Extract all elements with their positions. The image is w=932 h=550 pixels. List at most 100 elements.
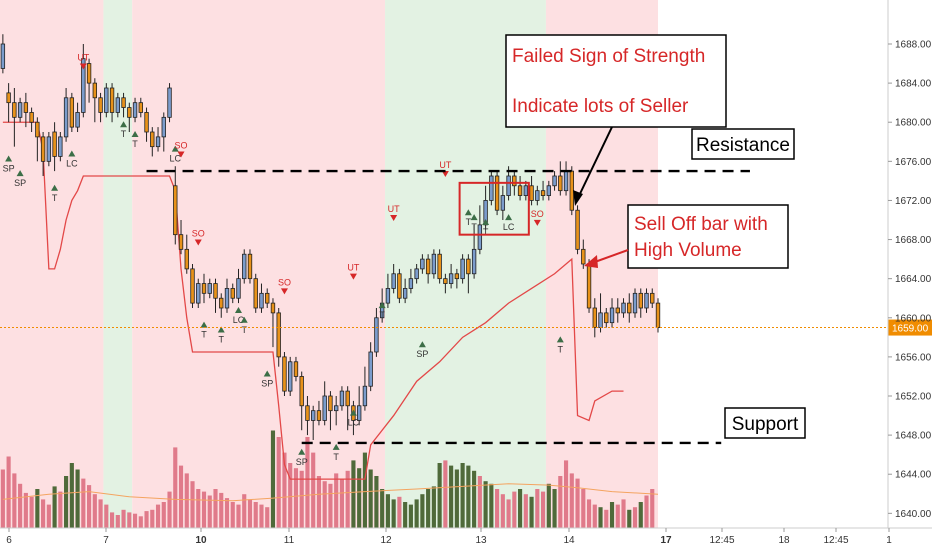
candle [316, 400, 322, 426]
candle-body [35, 121, 40, 138]
volume-bar [167, 491, 172, 528]
candle [535, 185, 540, 206]
signal-so: SO [278, 277, 291, 295]
candle [414, 264, 419, 284]
volume-bar [466, 465, 471, 528]
candle-body [586, 263, 592, 309]
price-tick-label: 1664.00 [895, 274, 932, 285]
candle-body [299, 376, 304, 407]
signal-triangle-up [200, 321, 208, 328]
volume-bar [644, 495, 649, 528]
candle [155, 127, 161, 152]
volume-bar [362, 452, 367, 528]
volume-bar [650, 489, 655, 528]
volume-bar [213, 489, 218, 528]
candle-body [52, 131, 57, 157]
signal-t: T [131, 131, 139, 149]
failed-sign-highlight-box [458, 181, 530, 236]
candle [477, 205, 483, 255]
volume-bar [368, 469, 373, 528]
volume-bar [397, 496, 402, 528]
candle-body [98, 97, 103, 113]
volume-bar [190, 481, 195, 528]
volume-bar [357, 468, 362, 528]
candle-body [161, 116, 166, 138]
volume-bar [581, 489, 586, 528]
failed-sign-line1: Failed Sign of Strength [512, 46, 705, 67]
candle-body [253, 278, 258, 309]
candle [345, 386, 350, 431]
volume-bar [339, 478, 344, 528]
candle [494, 171, 500, 216]
time-tick-label: 11 [284, 535, 295, 546]
signal-label: LC [66, 159, 78, 169]
candle-body [408, 278, 414, 289]
volume-bar [201, 491, 207, 528]
sell-off-box [627, 204, 789, 269]
candle [40, 132, 46, 176]
signal-t: T [240, 316, 248, 335]
candle-body [207, 283, 212, 294]
candle [362, 366, 368, 411]
candle [448, 264, 454, 289]
signal-lc: LC [348, 409, 360, 428]
signal-ut: UT [77, 52, 90, 70]
candle [288, 356, 293, 396]
candle [190, 264, 195, 308]
volume-bar [115, 515, 120, 528]
candle [621, 298, 626, 318]
volume-bar [345, 470, 350, 528]
sell-off-line2: High Volume [634, 240, 742, 261]
failed-sign-line2: Indicate lots of Seller [512, 96, 689, 117]
time-tick-label: 18 [778, 535, 790, 546]
candle-body [356, 405, 362, 421]
signal-label: T [121, 129, 127, 139]
volume-bar [87, 485, 92, 528]
signal-label: SO [278, 277, 291, 287]
volume-bar [299, 470, 304, 528]
price-tick-label: 1644.00 [895, 470, 932, 481]
candle-body [190, 268, 195, 304]
candle-body [328, 395, 333, 412]
volume-bar [282, 452, 287, 528]
volume-bar [81, 478, 86, 528]
candle-body [178, 234, 184, 250]
candle [425, 254, 431, 284]
signal-label: T [471, 222, 477, 232]
candle [385, 273, 391, 308]
time-axis[interactable]: 6 7 10 11 12 13 14 17 12:45 18 12:45 1 [0, 527, 932, 546]
trailing-stop-line [2, 121, 624, 480]
volume-bar [46, 504, 51, 528]
signal-label: SP [3, 163, 15, 173]
background-band-1 [0, 0, 104, 528]
candle [253, 273, 258, 313]
signal-label: LC [170, 154, 182, 164]
candle [75, 102, 80, 132]
volume-bar [322, 481, 327, 528]
price-axis[interactable]: 1640.00 1644.00 1648.00 1652.00 1656.00 1660.… [887, 0, 932, 528]
candle-body [121, 97, 126, 108]
volume-bar [265, 507, 270, 528]
signal-sp: SP [3, 155, 15, 173]
candle [81, 44, 86, 118]
signal-triangle-up [263, 370, 271, 377]
volume-bar [132, 513, 138, 528]
candle [270, 298, 276, 348]
candle [644, 288, 649, 313]
failed-sign-arrow-head [573, 190, 583, 206]
signal-label: T [201, 330, 207, 340]
volume-bar [236, 504, 241, 528]
candle-body [638, 292, 643, 309]
volume-bar [632, 507, 638, 528]
candle-body [224, 288, 230, 309]
signal-label: SP [296, 457, 308, 467]
candle-body [167, 87, 172, 118]
volume-bar [18, 483, 23, 528]
price-tick-label: 1640.00 [895, 509, 932, 520]
volume-bar [311, 452, 316, 528]
volume-bar [0, 469, 5, 528]
candle [305, 396, 310, 436]
candle [207, 278, 212, 299]
volume-bar [477, 476, 482, 528]
